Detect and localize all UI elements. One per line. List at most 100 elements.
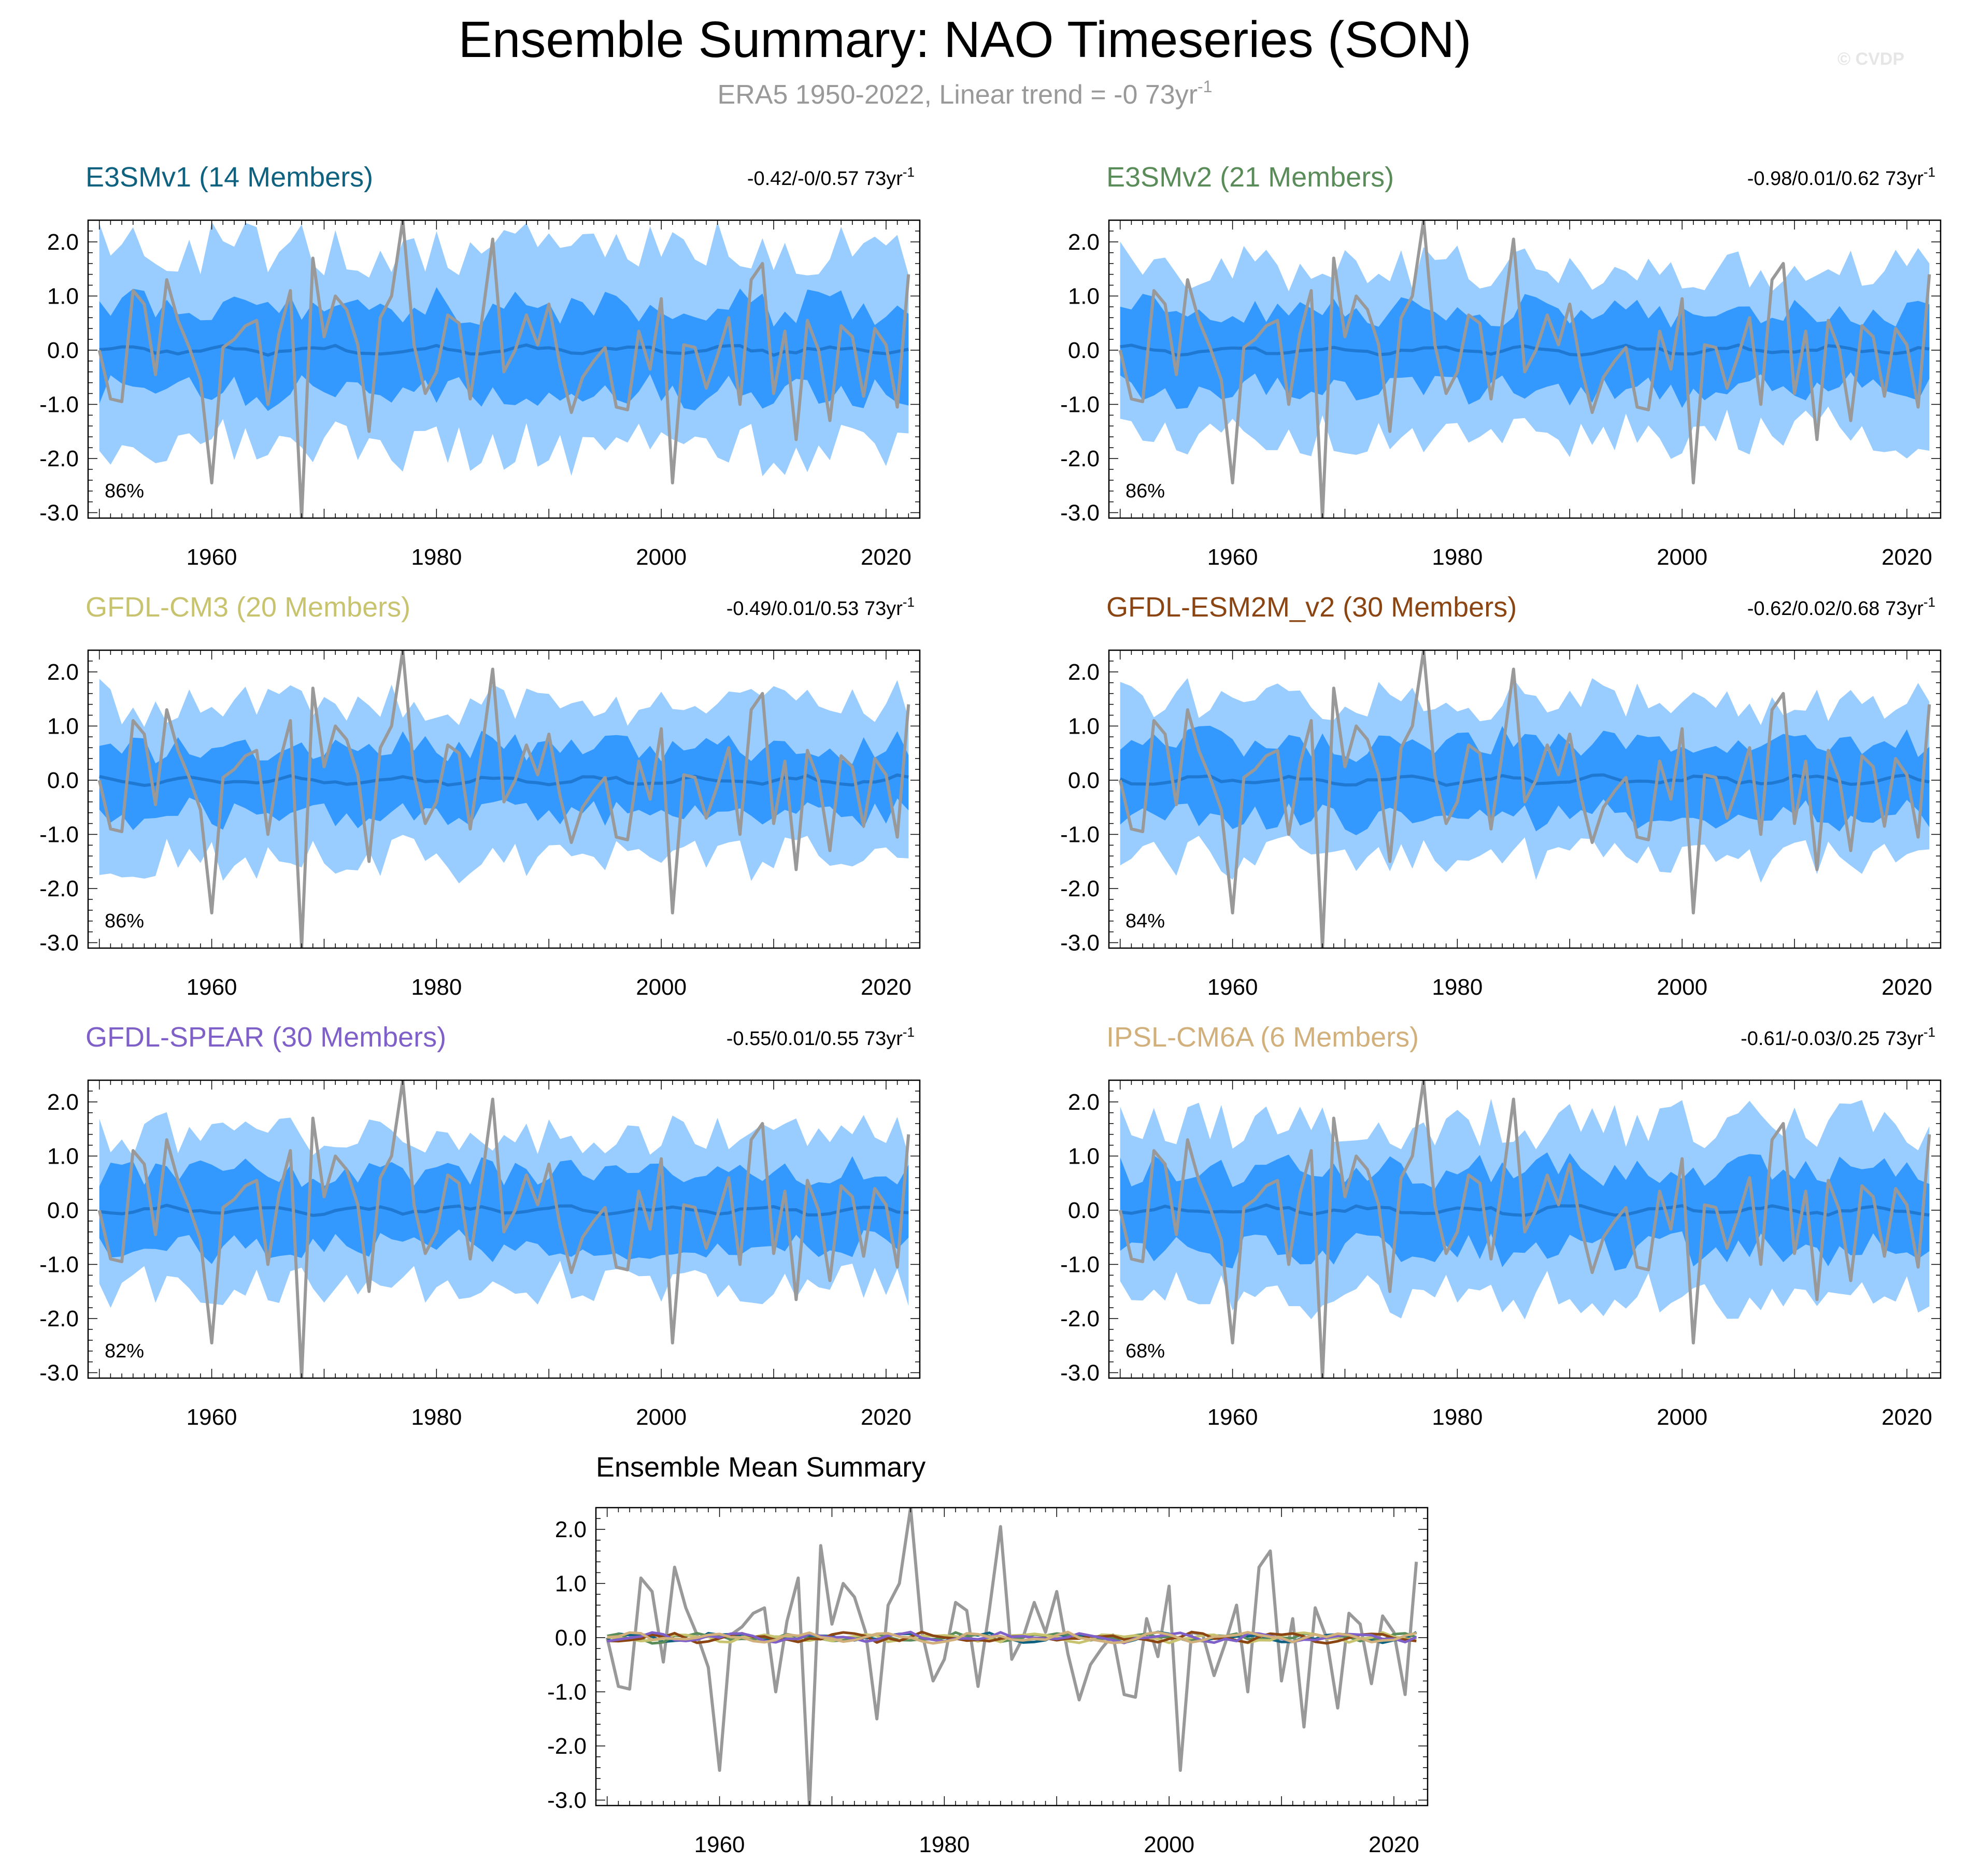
panel-2-ytick-label: 1.0 xyxy=(1068,283,1100,309)
panel-6-percent: 68% xyxy=(1126,1340,1165,1362)
panel-3-ticks xyxy=(88,650,920,948)
panel-4-ytick-label: 1.0 xyxy=(1068,713,1100,739)
panel-2-ytick-label: -1.0 xyxy=(1060,392,1100,417)
panel-4-ytick-label: 2.0 xyxy=(1068,660,1100,685)
panel-1-xtick-label: 2000 xyxy=(636,545,687,570)
summary-ytick-label: 1.0 xyxy=(555,1571,587,1596)
panel-2-title: E3SMv2 (21 Members) xyxy=(1106,162,1394,193)
panel-4-xtick-label: 2000 xyxy=(1657,975,1707,1000)
panel-5-xtick-label: 2020 xyxy=(861,1405,911,1430)
panel-3-frame xyxy=(87,649,921,949)
panel-4-ytick-label: -3.0 xyxy=(1060,930,1100,956)
panel-1-xtick-label: 1980 xyxy=(411,545,462,570)
summary-xtick-label: 1960 xyxy=(694,1832,745,1857)
summary-ytick-label: -3.0 xyxy=(547,1788,587,1813)
panel-1-ytick-label: 0.0 xyxy=(47,338,79,363)
panel-3-xtick-label: 1980 xyxy=(411,975,462,1000)
panel-2-xtick-label: 2000 xyxy=(1657,545,1707,570)
figure-title: Ensemble Summary: NAO Timeseries (SON) xyxy=(459,11,1472,68)
panel-1-title: E3SMv1 (14 Members) xyxy=(86,162,373,193)
summary-ytick-label: 0.0 xyxy=(555,1625,587,1651)
panel-5-plot-area xyxy=(97,1080,910,1378)
panel-4-inner-spread xyxy=(1120,725,1930,836)
panel-2-observed-line xyxy=(1118,220,1931,518)
panel-3-xtick-label: 1960 xyxy=(187,975,237,1000)
panel-4-frame xyxy=(1108,649,1942,949)
panel-1-ticks xyxy=(88,220,920,518)
panel-1-ytick-label: -2.0 xyxy=(39,446,79,471)
panel-5-ytick-label: -1.0 xyxy=(39,1252,79,1277)
summary-observed-line xyxy=(605,1508,1418,1806)
panel-5-ytick-label: 1.0 xyxy=(47,1143,79,1169)
panel-5-ensemble-mean-line xyxy=(99,1204,909,1218)
panel-2-ytick-label: -2.0 xyxy=(1060,446,1100,471)
panel-3-xtick-label: 2000 xyxy=(636,975,687,1000)
panel-1-percent: 86% xyxy=(105,480,144,502)
panel-5-ytick-label: -2.0 xyxy=(39,1306,79,1331)
figure-subtitle: ERA5 1950-2022, Linear trend = -0 73yr-1 xyxy=(718,77,1213,110)
panel-2-xtick-label: 2020 xyxy=(1882,545,1932,570)
panel-3-ytick-label: -2.0 xyxy=(39,876,79,901)
summary-mean-line-6 xyxy=(607,1630,1417,1645)
summary-xtick-label: 2020 xyxy=(1369,1832,1419,1857)
summary-plot-area xyxy=(605,1508,1418,1806)
panel-2-ensemble-mean-line xyxy=(1120,343,1930,357)
panel-3-ytick-label: -1.0 xyxy=(39,822,79,847)
panel-6-ytick-label: -3.0 xyxy=(1060,1361,1100,1386)
panel-4-ytick-label: -1.0 xyxy=(1060,822,1100,847)
panel-2-ytick-label: 0.0 xyxy=(1068,338,1100,363)
panel-2: 2.0 1.0 0.0 -1.0 -2.0 -3.0 1960 1980 2000 2020 E3S… xyxy=(1060,162,1942,570)
ensemble-mean-summary: 2.0 1.0 0.0 -1.0 -2.0 -3.0 1960 1980 2000 2020 Ens… xyxy=(547,1452,1429,1857)
panel-5-ytick-label: -3.0 xyxy=(39,1361,79,1386)
panel-5-frame xyxy=(87,1079,921,1379)
panel-6-ticks xyxy=(1109,1080,1941,1378)
summary-ytick-label: -1.0 xyxy=(547,1679,587,1705)
panel-4-xtick-label: 1980 xyxy=(1432,975,1483,1000)
panel-3: 2.0 1.0 0.0 -1.0 -2.0 -3.0 1960 1980 2000 2020 GFD… xyxy=(39,592,921,1000)
panel-2-stats: -0.98/0.01/0.62 73yr-1 xyxy=(1747,164,1935,190)
panel-1-ytick-label: 1.0 xyxy=(47,283,79,309)
panel-1-ensemble-mean-line xyxy=(99,343,909,357)
panel-4-ytick-label: 0.0 xyxy=(1068,768,1100,793)
panel-5-ticks xyxy=(88,1080,920,1378)
panel-1-inner-spread xyxy=(99,287,909,411)
panel-5: 2.0 1.0 0.0 -1.0 -2.0 -3.0 1960 1980 2000 2020 GFD… xyxy=(39,1022,921,1430)
panel-3-ytick-label: 1.0 xyxy=(47,713,79,739)
panel-5-observed-line xyxy=(97,1080,910,1378)
summary-xtick-label: 1980 xyxy=(919,1832,970,1857)
panel-3-ytick-label: 2.0 xyxy=(47,660,79,685)
panel-1-xtick-label: 2020 xyxy=(861,545,911,570)
panel-4-title: GFDL-ESM2M_v2 (30 Members) xyxy=(1106,592,1517,623)
panel-1-stats: -0.42/-0/0.57 73yr-1 xyxy=(747,164,915,190)
panel-5-percent: 82% xyxy=(105,1340,144,1362)
panel-4-percent: 84% xyxy=(1126,910,1165,932)
copyright-label: © CVDP xyxy=(1837,49,1904,69)
panel-3-observed-line xyxy=(97,650,910,948)
panel-6-stats: -0.61/-0.03/0.25 73yr-1 xyxy=(1741,1024,1935,1050)
panel-6-xtick-label: 1960 xyxy=(1207,1405,1258,1430)
panel-4-ytick-label: -2.0 xyxy=(1060,876,1100,901)
panel-4-plot-area xyxy=(1118,650,1931,948)
panel-5-stats: -0.55/0.01/0.55 73yr-1 xyxy=(726,1024,915,1050)
panel-6-inner-spread xyxy=(1120,1152,1930,1271)
panel-4-ensemble-mean-line xyxy=(1119,773,1930,787)
panel-3-title: GFDL-CM3 (20 Members) xyxy=(86,592,410,623)
panel-6: 2.0 1.0 0.0 -1.0 -2.0 -3.0 1960 1980 2000 2020 IPS… xyxy=(1060,1022,1942,1430)
panel-4-xtick-label: 2020 xyxy=(1882,975,1932,1000)
panel-6-plot-area xyxy=(1118,1080,1931,1378)
panel-6-ytick-label: 1.0 xyxy=(1068,1143,1100,1169)
summary-frame xyxy=(595,1507,1429,1807)
panel-3-ytick-label: 0.0 xyxy=(47,768,79,793)
panel-3-ytick-label: -3.0 xyxy=(39,930,79,956)
panel-2-plot-area xyxy=(1118,220,1931,518)
panel-1-observed-line xyxy=(97,220,910,518)
panel-1-frame xyxy=(87,219,921,519)
panel-3-inner-spread xyxy=(99,731,909,830)
panel-1-plot-area xyxy=(97,220,910,518)
summary-title: Ensemble Mean Summary xyxy=(596,1452,925,1483)
panel-5-xtick-label: 1980 xyxy=(411,1405,462,1430)
panel-4-ticks xyxy=(1109,650,1941,948)
panel-6-xtick-label: 2020 xyxy=(1882,1405,1932,1430)
model-panels: 2.0 1.0 0.0 -1.0 -2.0 -3.0 1960 1980 2000 2020 E3S… xyxy=(39,162,1942,1430)
